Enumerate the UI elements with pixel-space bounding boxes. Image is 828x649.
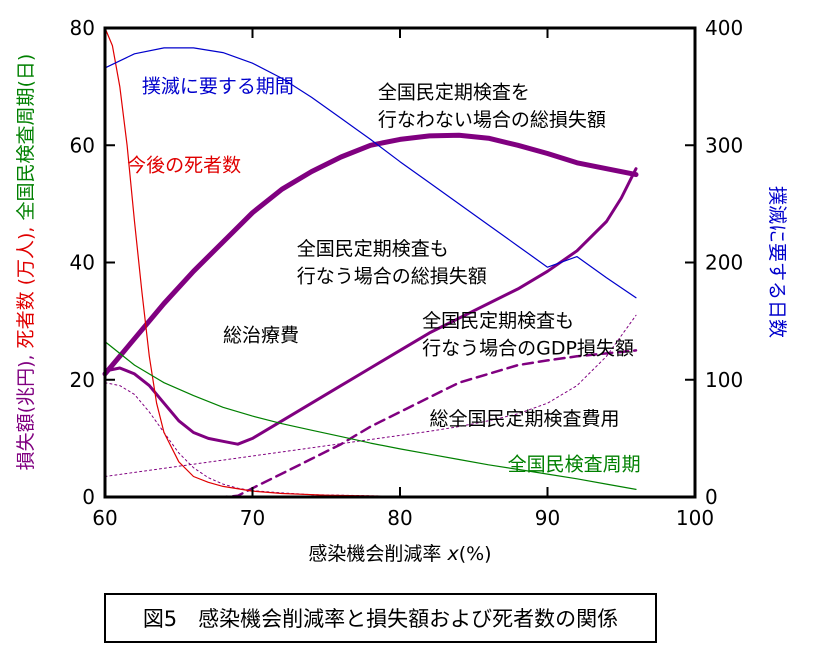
annotations: 撲滅に要する期間 全国民定期検査を行なわない場合の総損失額今後の死者数全国民定期検…	[127, 75, 641, 475]
y-left-tick-label: 40	[70, 251, 95, 275]
annotation-9: 総全国民定期検査費用	[430, 408, 620, 430]
annotation-6: 総治療費	[223, 325, 299, 347]
annotation-10: 全国民検査周期	[508, 454, 641, 476]
y-right-tick-label: 100	[705, 368, 743, 392]
annotation-2: 行なわない場合の総損失額	[378, 109, 606, 131]
x-axis-label-text: 感染機会削減率	[308, 543, 447, 565]
x-tick-label: 70	[240, 506, 265, 530]
y-axis-left-label: 損失額(兆円), 死者数 (万人), 全国民検査周期(日)	[15, 54, 37, 471]
x-axis-label: 感染機会削減率 x(%)	[308, 543, 491, 565]
series-line-1	[103, 167, 638, 446]
y-left-tick-label: 60	[70, 133, 95, 157]
y-axis-left-label-part-1: 死者数 (万人),	[15, 220, 37, 348]
y-right-tick-label: 300	[705, 133, 743, 157]
x-axis-label-var: x	[446, 543, 459, 565]
x-tick-label: 90	[535, 506, 560, 530]
y-axis-right-label: 撲滅に要する日数	[766, 186, 788, 338]
y-right-tick-label: 200	[705, 251, 743, 275]
annotation-3: 今後の死者数	[127, 155, 241, 177]
y-axis-left-label-part-0: 損失額(兆円),	[15, 348, 37, 470]
annotation-1: 全国民定期検査を	[378, 81, 530, 103]
figure-caption: 図5 感染機会削減率と損失額および死者数の関係	[104, 593, 657, 643]
plot-content	[102, 27, 639, 499]
y-right-tick-label: 400	[705, 16, 743, 40]
series-line-7	[104, 47, 637, 299]
annotation-0: 撲滅に要する期間	[142, 75, 294, 97]
series-line-0	[102, 132, 639, 377]
y-left-tick-label: 0	[82, 485, 95, 509]
annotation-7: 全国民定期検査も	[422, 310, 574, 332]
annotation-5: 行なう場合の総損失額	[297, 265, 487, 287]
series-line-6	[104, 341, 637, 490]
series-line-2	[103, 349, 638, 499]
y-right-tick-label: 0	[705, 485, 718, 509]
annotation-8: 行なう場合のGDP損失額	[422, 338, 634, 360]
y-left-tick-label: 80	[70, 16, 95, 40]
x-tick-label: 80	[387, 506, 412, 530]
annotation-4: 全国民定期検査も	[297, 238, 449, 260]
y-axis-left-label-part-2: 全国民検査周期(日)	[15, 54, 37, 221]
series-line-5	[104, 27, 475, 498]
x-tick-label: 100	[676, 506, 714, 530]
x-axis-label-unit: (%)	[459, 543, 492, 565]
x-tick-label: 60	[92, 506, 117, 530]
y-left-tick-label: 20	[70, 368, 95, 392]
